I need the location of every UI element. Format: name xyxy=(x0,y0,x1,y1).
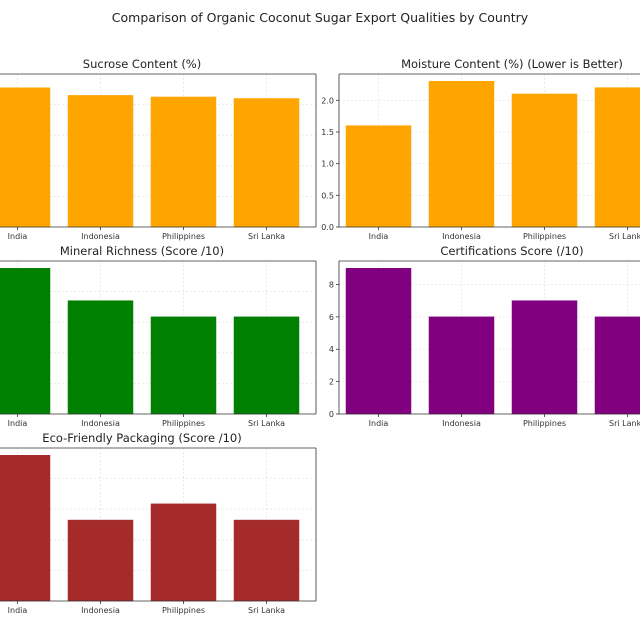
bar xyxy=(428,81,495,228)
bar xyxy=(345,125,412,228)
x-tick-label: Sri Lanka xyxy=(609,232,640,241)
y-tick-label: 0 xyxy=(329,410,334,419)
x-tick-label: Sri Lanka xyxy=(248,606,285,615)
chart-title: Sucrose Content (%) xyxy=(83,57,201,71)
bar xyxy=(511,300,578,415)
x-tick-label: India xyxy=(369,232,389,241)
x-tick-label: India xyxy=(369,419,389,428)
bar xyxy=(233,316,300,415)
x-tick-label: India xyxy=(8,419,28,428)
y-tick-label: 1.5 xyxy=(321,128,334,137)
chart-panel: India Indonesia Philippines Sri Lanka Sucros… xyxy=(0,57,317,241)
y-tick-label: 0.0 xyxy=(321,223,334,232)
chart-title: Mineral Richness (Score /10) xyxy=(60,244,224,258)
x-tick-label: India xyxy=(8,606,28,615)
chart-panel: India Indonesia Philippines Sri Lanka Minera… xyxy=(0,244,317,428)
x-tick-label: Sri Lanka xyxy=(248,419,285,428)
bar xyxy=(150,96,217,228)
chart-panel: 0 2 4 6 8 India Indonesia Philippines Sri Lanka C… xyxy=(329,244,640,428)
bar xyxy=(150,316,217,415)
bar xyxy=(511,93,578,228)
bar xyxy=(345,268,412,415)
x-tick-label: Philippines xyxy=(162,606,205,615)
x-tick-label: Sri Lanka xyxy=(609,419,640,428)
bar xyxy=(0,268,51,415)
x-tick-label: Sri Lanka xyxy=(248,232,285,241)
y-tick-label: 4 xyxy=(329,345,334,354)
x-tick-label: Philippines xyxy=(523,419,566,428)
bar xyxy=(428,316,495,415)
x-tick-label: Indonesia xyxy=(81,606,120,615)
y-tick-label: 0.5 xyxy=(321,191,334,200)
y-tick-label: 1.0 xyxy=(321,160,334,169)
bar xyxy=(67,519,134,602)
bar xyxy=(0,87,51,228)
chart-title: Certifications Score (/10) xyxy=(440,244,583,258)
chart-title: Eco-Friendly Packaging (Score /10) xyxy=(42,431,241,445)
bar xyxy=(594,87,640,228)
y-tick-label: 8 xyxy=(329,280,334,289)
bar xyxy=(150,503,217,602)
chart-title: Moisture Content (%) (Lower is Better) xyxy=(401,57,623,71)
y-tick-label: 2 xyxy=(329,378,334,387)
chart-panel: India Indonesia Philippines Sri Lanka Eco-Fr… xyxy=(0,431,317,615)
x-tick-label: Indonesia xyxy=(81,232,120,241)
x-tick-label: India xyxy=(8,232,28,241)
x-tick-label: Indonesia xyxy=(442,232,481,241)
x-tick-label: Philippines xyxy=(162,232,205,241)
bar xyxy=(594,316,640,415)
bar xyxy=(67,95,134,228)
figure-title: Comparison of Organic Coconut Sugar Expo… xyxy=(112,10,529,25)
x-tick-label: Indonesia xyxy=(81,419,120,428)
x-tick-label: Indonesia xyxy=(442,419,481,428)
y-tick-label: 6 xyxy=(329,313,334,322)
bar xyxy=(233,519,300,602)
bar xyxy=(0,455,51,602)
x-tick-label: Philippines xyxy=(523,232,566,241)
x-tick-label: Philippines xyxy=(162,419,205,428)
bar xyxy=(233,98,300,228)
chart-panel: 0.0 0.5 1.0 1.5 2.0 India Indonesia Philippines… xyxy=(321,57,640,241)
bar xyxy=(67,300,134,415)
y-tick-label: 2.0 xyxy=(321,96,334,105)
